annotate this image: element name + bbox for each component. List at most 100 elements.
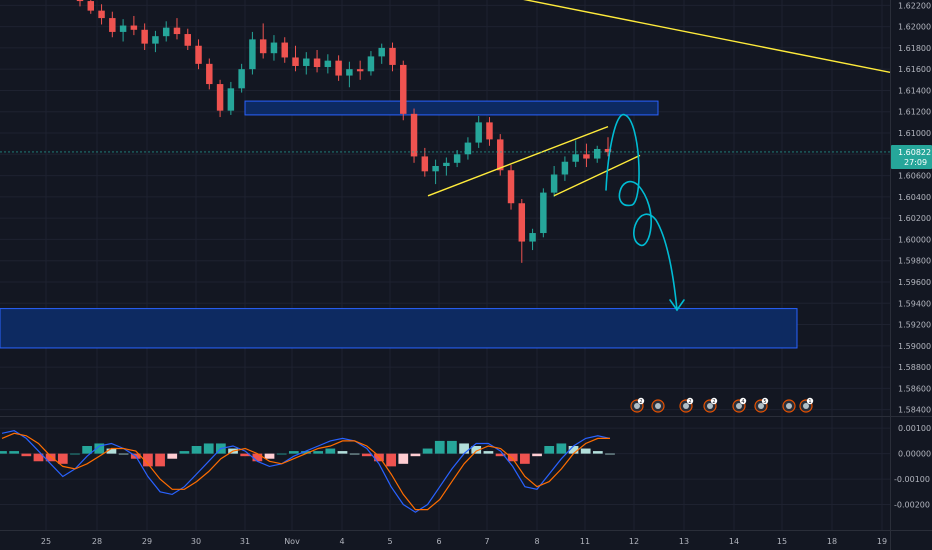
time-tick-label: 31 [240,537,250,546]
event-marker: 5 [754,397,769,413]
price-tick-label: 1.59400 [898,299,931,308]
event-flag-icon [655,403,661,409]
candle-body [303,58,310,66]
event-flag-icon [634,403,640,409]
candle-body [529,233,536,242]
event-flag-icon [707,403,713,409]
time-tick-label: 30 [191,537,201,546]
time-tick-label: 11 [580,537,590,546]
event-marker [782,399,796,413]
macd-histogram-bar [507,453,518,462]
event-count: 2 [639,399,642,405]
target-zone [0,308,798,349]
macd-histogram-bar [410,453,421,457]
macd-histogram-bar [301,451,311,454]
candle-body [356,69,364,72]
macd-histogram-bar [605,453,615,455]
candle-body [292,57,299,66]
event-count-badge [686,397,694,405]
macd-histogram-bar [532,453,542,457]
macd-histogram-bar [45,453,56,462]
macd-histogram-bar [568,446,579,454]
price-tick-label: 1.58800 [898,363,931,372]
macd-histogram-bar [9,451,20,454]
macd-histogram-bar [82,446,92,454]
candle-body [249,39,256,70]
candle-body [400,64,407,114]
macd-histogram-bar [349,453,360,455]
projection-arrowhead [669,299,685,312]
candle-body [76,0,84,2]
macd-histogram-bar [459,443,469,454]
candle-body [270,42,278,54]
candle-body [206,63,213,85]
countdown-label: 27:09 [904,158,927,167]
time-tick-label: 19 [877,537,887,546]
time-tick-label: 14 [729,537,739,546]
time-tick-label: 15 [777,537,787,546]
event-count-badge [739,397,747,405]
event-flag-icon [786,403,792,409]
price-tick-label: 1.59000 [898,342,931,351]
price-tick-label: 1.62000 [898,23,931,32]
macd-histogram-bar [70,453,80,455]
macd-histogram-bar [544,446,555,454]
candle-body [550,174,558,193]
macd-histogram-bar [495,453,506,457]
macd-histogram-bar [167,453,178,459]
macd-histogram-bar [143,453,153,467]
price-tick-label: 1.60000 [898,235,931,244]
candle-body [184,34,191,46]
current-price-badge [891,144,932,169]
price-tick-label: 1.61000 [898,129,931,138]
macd-histogram-bar [325,448,336,454]
macd-histogram-bar [21,453,32,457]
event-marker: 2 [679,397,694,413]
event-count: 5 [763,399,766,405]
candle-body [281,42,288,58]
candle-body [87,1,95,11]
macd-tick-label: -0.00100 [894,475,930,484]
macd-histogram-bar [337,451,348,454]
event-count-badge [637,397,645,405]
event-flag-icon [758,403,764,409]
price-tick-label: 1.59200 [898,321,931,330]
candle-body [378,47,385,57]
candle-body [313,58,321,68]
macd-histogram-bar [288,451,299,454]
macd-histogram-bar [471,446,482,454]
macd-histogram-bar [33,453,44,462]
candle-body [518,203,526,242]
macd-histogram-bar [57,453,68,464]
macd-histogram-bar [483,451,494,454]
candle-body [497,139,504,171]
candle-body [572,154,579,162]
price-tick-label: 1.61400 [898,86,931,95]
macd-histogram-bar [179,451,190,454]
candle-body [98,10,105,19]
candle-body [162,27,170,37]
time-tick-label: 29 [142,537,152,546]
time-tick-label: Nov [284,537,300,546]
candle-body [238,69,245,89]
macd-histogram-bar [520,453,530,464]
candle-body [152,36,159,44]
macd-tick-label: 0.00100 [898,424,931,433]
price-tick-label: 1.61600 [898,65,931,74]
time-tick-label: 4 [339,537,344,546]
macd-histogram-bar [252,453,263,462]
time-tick-label: 12 [629,537,639,546]
time-tick-label: 5 [387,537,392,546]
candle-body [324,60,332,68]
time-axis[interactable]: 25 28 29 30 31 Nov 4 5 6 7 8 11 12 13 14 15 18 19 [41,537,887,546]
candle-body [335,60,342,76]
candle-body [130,25,138,30]
event-count-badge [710,397,718,405]
time-tick-label: 18 [827,537,837,546]
price-axis[interactable]: 1.62200 1.62000 1.61800 1.61600 1.61400 1.612… [891,1,932,510]
macd-histogram-bar [386,453,396,467]
macd-histogram-bar [155,453,165,467]
drawings [0,0,891,312]
